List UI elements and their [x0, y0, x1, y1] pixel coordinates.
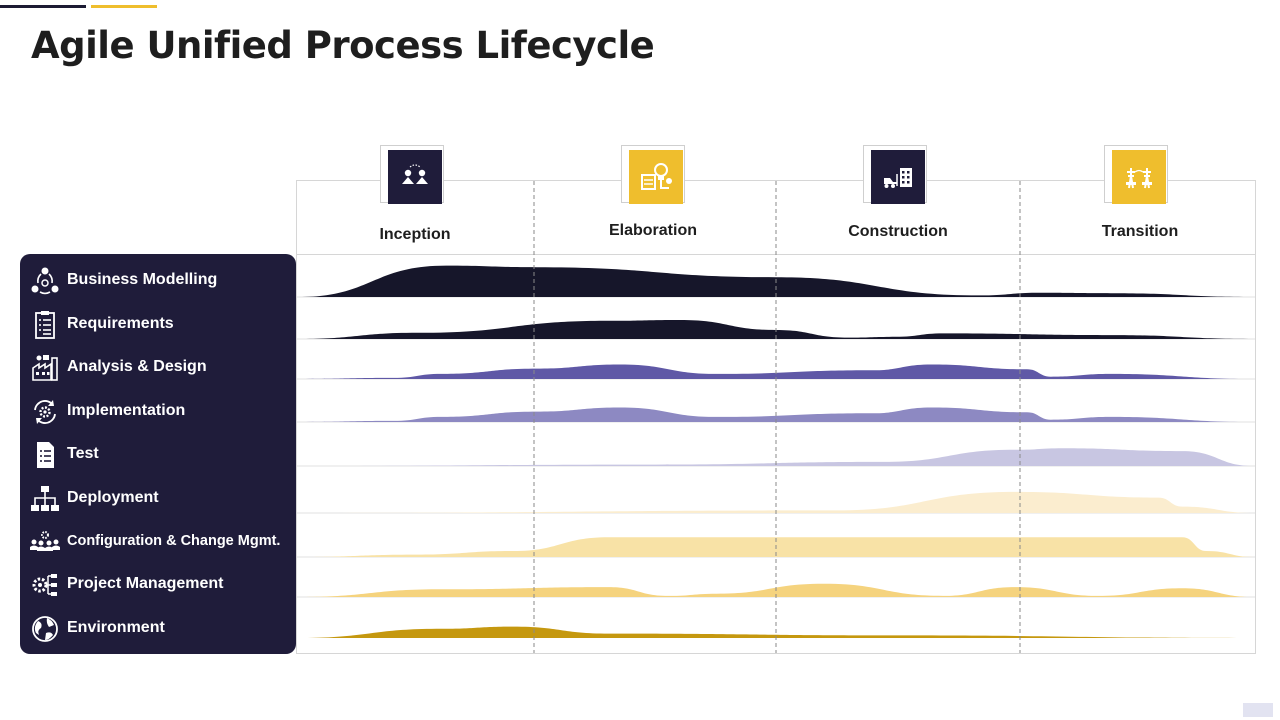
gears-flow-icon — [29, 569, 61, 601]
phase-icon-frame-inception — [380, 145, 444, 204]
phase-label-elaboration: Elaboration — [608, 222, 697, 239]
discipline-panel: Business Modelling Requirements Analysis… — [20, 254, 296, 654]
business-cycle-icon — [29, 265, 61, 297]
discipline-label: Implementation — [67, 402, 186, 419]
lifecycle-grid — [296, 254, 1256, 654]
discipline-label: Project Management — [67, 575, 224, 592]
discipline-analysis-design: Analysis & Design — [20, 348, 296, 388]
phase-label-transition: Transition — [1101, 223, 1179, 240]
idea-gear-icon — [629, 150, 683, 204]
discipline-label: Business Modelling — [67, 271, 218, 288]
factory-analysis-icon — [29, 352, 61, 384]
discipline-configuration-change: Configuration & Change Mgmt. — [20, 522, 296, 562]
discipline-deployment: Deployment — [20, 479, 296, 519]
phase-icon-frame-elaboration — [621, 145, 685, 204]
top-accent-bar-dark — [0, 5, 86, 8]
team-gear-icon — [29, 526, 61, 558]
forklift-building-icon — [871, 150, 925, 204]
discipline-label: Configuration & Change Mgmt. — [67, 533, 281, 549]
discipline-environment: Environment — [20, 609, 296, 649]
globe-gear-icon — [29, 613, 61, 645]
discipline-label: Deployment — [67, 489, 159, 506]
corner-badge — [1243, 703, 1273, 717]
discipline-requirements: Requirements — [20, 305, 296, 345]
discipline-project-management: Project Management — [20, 565, 296, 605]
gear-cycle-icon — [29, 396, 61, 428]
phase-label-construction: Construction — [848, 223, 948, 240]
discipline-label: Analysis & Design — [67, 358, 207, 375]
discipline-label: Requirements — [67, 315, 174, 332]
transmission-tower-icon — [1112, 150, 1166, 204]
discipline-test: Test — [20, 435, 296, 475]
checklist-icon — [29, 309, 61, 341]
top-accent-bar-gold — [91, 5, 157, 8]
phase-icon-frame-construction — [863, 145, 927, 204]
hierarchy-icon — [29, 483, 61, 515]
phase-header-box — [296, 180, 1256, 254]
phase-label-inception: Inception — [379, 226, 451, 243]
discipline-implementation: Implementation — [20, 392, 296, 432]
phase-icon-frame-transition — [1104, 145, 1168, 204]
page-title: Agile Unified Process Lifecycle — [31, 24, 655, 67]
discipline-label: Test — [67, 445, 99, 462]
discipline-business-modelling: Business Modelling — [20, 261, 296, 301]
document-list-icon — [29, 439, 61, 471]
people-meeting-icon — [388, 150, 442, 204]
discipline-label: Environment — [67, 619, 165, 636]
